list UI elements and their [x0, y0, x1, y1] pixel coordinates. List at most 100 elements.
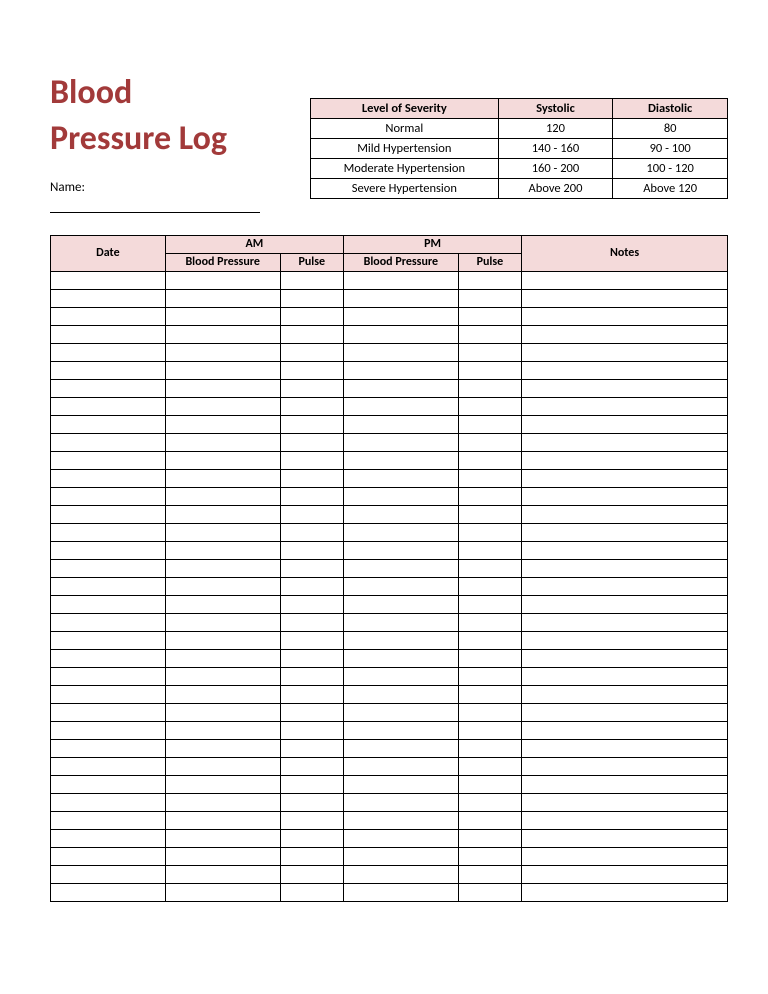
log-cell[interactable] — [51, 307, 166, 325]
log-cell[interactable] — [522, 685, 728, 703]
log-cell[interactable] — [458, 757, 521, 775]
log-cell[interactable] — [458, 883, 521, 901]
log-cell[interactable] — [51, 883, 166, 901]
log-cell[interactable] — [51, 865, 166, 883]
log-cell[interactable] — [280, 757, 343, 775]
log-cell[interactable] — [280, 829, 343, 847]
log-cell[interactable] — [522, 559, 728, 577]
log-cell[interactable] — [51, 739, 166, 757]
log-cell[interactable] — [165, 397, 280, 415]
log-cell[interactable] — [458, 667, 521, 685]
log-cell[interactable] — [343, 541, 458, 559]
log-cell[interactable] — [458, 505, 521, 523]
log-cell[interactable] — [343, 739, 458, 757]
log-cell[interactable] — [280, 793, 343, 811]
log-cell[interactable] — [458, 703, 521, 721]
log-cell[interactable] — [280, 415, 343, 433]
log-cell[interactable] — [343, 289, 458, 307]
log-cell[interactable] — [280, 271, 343, 289]
log-cell[interactable] — [522, 703, 728, 721]
log-cell[interactable] — [280, 397, 343, 415]
log-cell[interactable] — [343, 451, 458, 469]
log-cell[interactable] — [522, 271, 728, 289]
log-cell[interactable] — [522, 379, 728, 397]
log-cell[interactable] — [280, 361, 343, 379]
log-cell[interactable] — [51, 685, 166, 703]
log-cell[interactable] — [458, 577, 521, 595]
log-cell[interactable] — [522, 577, 728, 595]
log-cell[interactable] — [522, 469, 728, 487]
log-cell[interactable] — [51, 397, 166, 415]
log-cell[interactable] — [280, 721, 343, 739]
log-cell[interactable] — [280, 523, 343, 541]
log-cell[interactable] — [343, 469, 458, 487]
log-cell[interactable] — [522, 487, 728, 505]
log-cell[interactable] — [458, 343, 521, 361]
log-cell[interactable] — [165, 703, 280, 721]
log-cell[interactable] — [165, 721, 280, 739]
log-cell[interactable] — [522, 595, 728, 613]
log-cell[interactable] — [343, 343, 458, 361]
log-cell[interactable] — [51, 577, 166, 595]
log-cell[interactable] — [458, 451, 521, 469]
log-cell[interactable] — [51, 325, 166, 343]
log-cell[interactable] — [522, 307, 728, 325]
log-cell[interactable] — [51, 613, 166, 631]
log-cell[interactable] — [165, 361, 280, 379]
log-cell[interactable] — [165, 541, 280, 559]
log-cell[interactable] — [522, 829, 728, 847]
log-cell[interactable] — [51, 847, 166, 865]
log-cell[interactable] — [165, 595, 280, 613]
log-cell[interactable] — [343, 505, 458, 523]
log-cell[interactable] — [343, 883, 458, 901]
log-cell[interactable] — [343, 325, 458, 343]
log-cell[interactable] — [458, 415, 521, 433]
log-cell[interactable] — [522, 415, 728, 433]
log-cell[interactable] — [165, 793, 280, 811]
log-cell[interactable] — [51, 415, 166, 433]
log-cell[interactable] — [343, 829, 458, 847]
log-cell[interactable] — [280, 685, 343, 703]
log-cell[interactable] — [522, 667, 728, 685]
log-cell[interactable] — [51, 775, 166, 793]
log-cell[interactable] — [343, 379, 458, 397]
log-cell[interactable] — [343, 685, 458, 703]
log-cell[interactable] — [280, 343, 343, 361]
log-cell[interactable] — [165, 307, 280, 325]
log-cell[interactable] — [343, 613, 458, 631]
log-cell[interactable] — [165, 667, 280, 685]
log-cell[interactable] — [458, 649, 521, 667]
log-cell[interactable] — [343, 433, 458, 451]
log-cell[interactable] — [280, 595, 343, 613]
log-cell[interactable] — [343, 577, 458, 595]
log-cell[interactable] — [343, 757, 458, 775]
log-cell[interactable] — [51, 487, 166, 505]
log-cell[interactable] — [165, 757, 280, 775]
log-cell[interactable] — [522, 433, 728, 451]
log-cell[interactable] — [51, 433, 166, 451]
log-cell[interactable] — [343, 631, 458, 649]
log-cell[interactable] — [458, 739, 521, 757]
log-cell[interactable] — [280, 775, 343, 793]
log-cell[interactable] — [165, 865, 280, 883]
log-cell[interactable] — [165, 883, 280, 901]
log-cell[interactable] — [165, 451, 280, 469]
log-cell[interactable] — [458, 523, 521, 541]
log-cell[interactable] — [280, 379, 343, 397]
log-cell[interactable] — [522, 397, 728, 415]
log-cell[interactable] — [280, 433, 343, 451]
log-cell[interactable] — [165, 811, 280, 829]
log-cell[interactable] — [343, 559, 458, 577]
log-cell[interactable] — [522, 793, 728, 811]
log-cell[interactable] — [458, 289, 521, 307]
log-cell[interactable] — [51, 289, 166, 307]
log-cell[interactable] — [165, 631, 280, 649]
log-cell[interactable] — [51, 757, 166, 775]
log-cell[interactable] — [165, 829, 280, 847]
log-cell[interactable] — [522, 757, 728, 775]
log-cell[interactable] — [165, 739, 280, 757]
log-cell[interactable] — [522, 631, 728, 649]
log-cell[interactable] — [165, 415, 280, 433]
log-cell[interactable] — [165, 343, 280, 361]
log-cell[interactable] — [458, 775, 521, 793]
